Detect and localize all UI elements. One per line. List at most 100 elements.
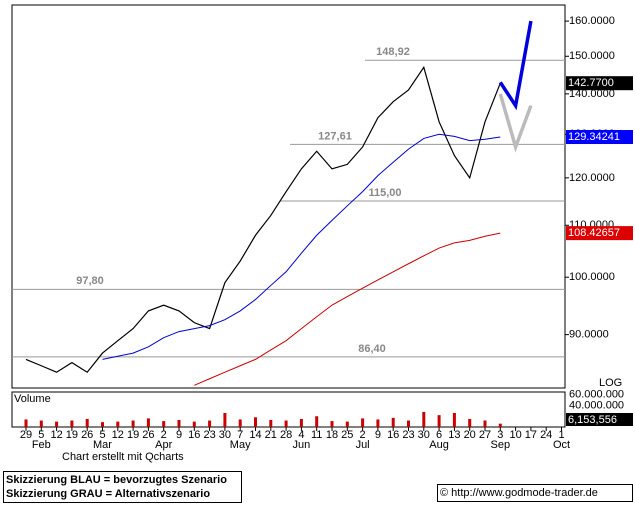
volume-bar (468, 418, 472, 427)
volume-bar (376, 419, 380, 427)
y-tick-label: 160.0000 (569, 15, 615, 27)
y-tick-label: 140.0000 (569, 88, 615, 100)
x-tick-label: 14 (249, 429, 261, 441)
volume-bar (238, 419, 242, 427)
last-value-label: 129.34241 (568, 131, 620, 143)
level-label: 86,40 (358, 343, 386, 355)
volume-frame (11, 391, 566, 428)
x-tick-label: 23 (402, 429, 414, 441)
x-tick-label: 20 (464, 429, 476, 441)
x-tick-label: 16 (188, 429, 200, 441)
x-tick-label: 6 (436, 429, 442, 441)
volume-tick-label: 40.000.000 (569, 399, 624, 411)
series-line (194, 232, 501, 386)
x-tick-label: 9 (375, 429, 381, 441)
y-tick-label: 150.0000 (569, 50, 615, 62)
x-tick-label: 29 (20, 429, 32, 441)
x-tick-label: 16 (387, 429, 399, 441)
volume-bar (269, 420, 273, 427)
volume-bar (330, 421, 334, 427)
volume-bar (70, 420, 74, 427)
x-tick-label: 27 (479, 429, 491, 441)
month-label: Feb (32, 439, 51, 451)
x-tick-label: 3 (497, 429, 503, 441)
volume-title: Volume (14, 393, 51, 405)
x-tick-label: 9 (176, 429, 182, 441)
series-line (102, 133, 501, 360)
credit: Chart erstellt mit Qcharts (62, 451, 184, 463)
x-tick-label: 1 (558, 429, 564, 441)
x-tick-label: 30 (418, 429, 430, 441)
x-tick-label: 26 (81, 429, 93, 441)
legend-blue: Skizzierung BLAU = bevorzugtes Szenario (6, 474, 227, 486)
volume-bar (146, 418, 150, 427)
x-tick-label: 13 (448, 429, 460, 441)
volume-bar (24, 419, 28, 427)
y-tick-label: 90.0000 (569, 329, 609, 341)
x-tick-label: 2 (360, 429, 366, 441)
volume-last-box (566, 413, 633, 426)
volume-bar (422, 411, 426, 427)
last-value-label: 108.42657 (568, 227, 620, 239)
volume-bar (254, 417, 257, 427)
plot-frame (11, 4, 566, 389)
volume-bar (284, 420, 288, 427)
legend-gray: Skizzierung GRAU = Alternativszenario (6, 488, 211, 500)
log-label: LOG (599, 377, 622, 389)
x-tick-label: 5 (99, 429, 105, 441)
month-label: Apr (155, 439, 172, 451)
x-tick-label: 23 (203, 429, 215, 441)
y-tick-label: 120.0000 (569, 172, 615, 184)
y-tick-label: 100.0000 (569, 271, 615, 283)
volume-bar (407, 420, 410, 427)
x-tick-label: 25 (341, 429, 353, 441)
series-line (498, 93, 533, 153)
volume-last-label: 6,153,556 (568, 414, 617, 426)
x-tick-label: 2 (161, 429, 167, 441)
volume-bar (361, 418, 365, 427)
x-tick-label: 10 (509, 429, 521, 441)
x-tick-label: 12 (112, 429, 124, 441)
last-value-label: 142.7700 (568, 77, 614, 89)
volume-bar (299, 418, 303, 427)
month-label: Jun (293, 439, 311, 451)
url-link[interactable]: © http://www.godmode-trader.de (437, 484, 633, 502)
level-label: 97,80 (76, 275, 104, 287)
x-tick-label: 30 (219, 429, 231, 441)
volume-bar (483, 420, 487, 427)
volume-bar (315, 416, 319, 427)
level-label: 115,00 (368, 187, 401, 199)
volume-bar (345, 421, 349, 427)
x-tick-label: 17 (525, 429, 537, 441)
volume-bar (437, 415, 441, 427)
x-tick-label: 12 (50, 429, 62, 441)
volume-bar (223, 413, 227, 427)
level-label: 127,61 (318, 130, 352, 142)
volume-bar (498, 423, 502, 427)
month-label: Mar (93, 439, 112, 451)
x-tick-label: 21 (265, 429, 277, 441)
x-tick-label: 19 (66, 429, 78, 441)
x-tick-label: 24 (540, 429, 552, 441)
volume-bar (55, 421, 59, 427)
series-line (25, 65, 501, 373)
volume-tick-label: 60.000.000 (569, 389, 624, 401)
x-tick-label: 4 (298, 429, 304, 441)
volume-bar (208, 420, 212, 427)
month-label: Sep (491, 439, 511, 451)
series-line (498, 20, 533, 111)
x-tick-label: 28 (280, 429, 292, 441)
volume-bar (116, 421, 120, 427)
last-value-box (566, 130, 633, 145)
volume-bar (162, 421, 166, 427)
volume-bar (131, 420, 135, 427)
month-label: Oct (553, 439, 570, 451)
volume-bar (177, 420, 181, 427)
x-tick-label: 19 (127, 429, 139, 441)
scenario-legend: Skizzierung BLAU = bevorzugtes Szenario … (3, 471, 242, 503)
x-tick-label: 18 (326, 429, 338, 441)
volume-bar (391, 417, 395, 427)
last-value-box (566, 76, 633, 91)
